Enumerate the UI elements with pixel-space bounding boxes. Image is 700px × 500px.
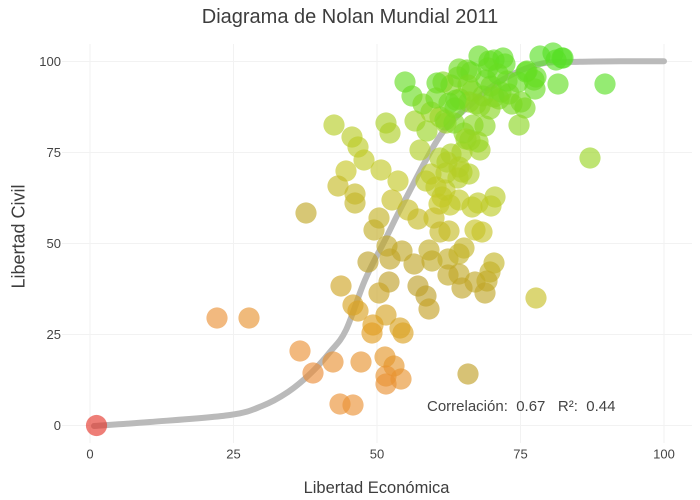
svg-text:75: 75 (513, 447, 527, 462)
svg-text:Libertad Civil: Libertad Civil (9, 184, 29, 288)
svg-text:25: 25 (47, 327, 61, 342)
svg-text:Libertad Económica: Libertad Económica (304, 479, 451, 497)
svg-text:25: 25 (226, 447, 240, 462)
svg-text:0: 0 (54, 418, 61, 433)
svg-text:75: 75 (47, 145, 61, 160)
svg-text:0: 0 (86, 447, 93, 462)
svg-text:Diagrama de Nolan Mundial 2011: Diagrama de Nolan Mundial 2011 (202, 6, 498, 28)
svg-text:Correlación: 0.67 R²: 0.44: Correlación: 0.67 R²: 0.44 (427, 398, 615, 415)
svg-text:50: 50 (370, 447, 384, 462)
svg-text:100: 100 (39, 54, 61, 69)
svg-text:100: 100 (653, 447, 675, 462)
svg-text:50: 50 (47, 236, 61, 251)
